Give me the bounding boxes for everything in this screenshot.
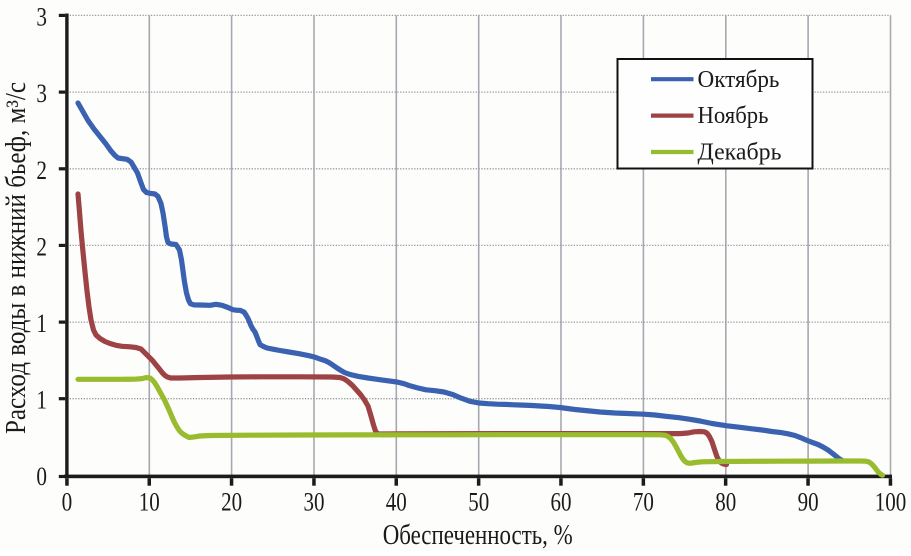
- svg-text:10: 10: [139, 488, 160, 517]
- svg-text:3: 3: [36, 79, 47, 108]
- svg-text:90: 90: [798, 488, 819, 517]
- svg-text:3: 3: [36, 2, 47, 31]
- svg-text:20: 20: [221, 488, 242, 517]
- svg-text:Декабрь: Декабрь: [698, 139, 782, 166]
- svg-text:80: 80: [715, 488, 736, 517]
- svg-text:0: 0: [62, 488, 73, 517]
- svg-text:30: 30: [304, 488, 325, 517]
- svg-text:2: 2: [36, 232, 47, 261]
- svg-text:Расход воды в нижний бьеф, м³/: Расход воды в нижний бьеф, м³/с: [1, 82, 32, 434]
- svg-text:Октябрь: Октябрь: [698, 66, 780, 93]
- svg-text:Ноябрь: Ноябрь: [698, 102, 769, 129]
- svg-text:1: 1: [36, 309, 47, 338]
- svg-text:40: 40: [386, 488, 407, 517]
- svg-text:1: 1: [36, 386, 47, 415]
- svg-text:50: 50: [468, 488, 489, 517]
- svg-text:0: 0: [36, 462, 47, 491]
- svg-text:70: 70: [633, 488, 654, 517]
- svg-text:Обеспеченность, %: Обеспеченность, %: [383, 520, 573, 551]
- svg-text:2: 2: [36, 156, 47, 185]
- svg-text:100: 100: [875, 488, 907, 517]
- svg-text:60: 60: [551, 488, 572, 517]
